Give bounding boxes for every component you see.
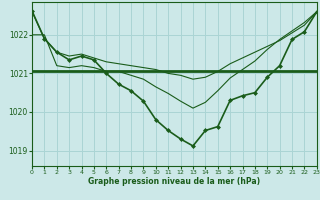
X-axis label: Graphe pression niveau de la mer (hPa): Graphe pression niveau de la mer (hPa) [88, 177, 260, 186]
